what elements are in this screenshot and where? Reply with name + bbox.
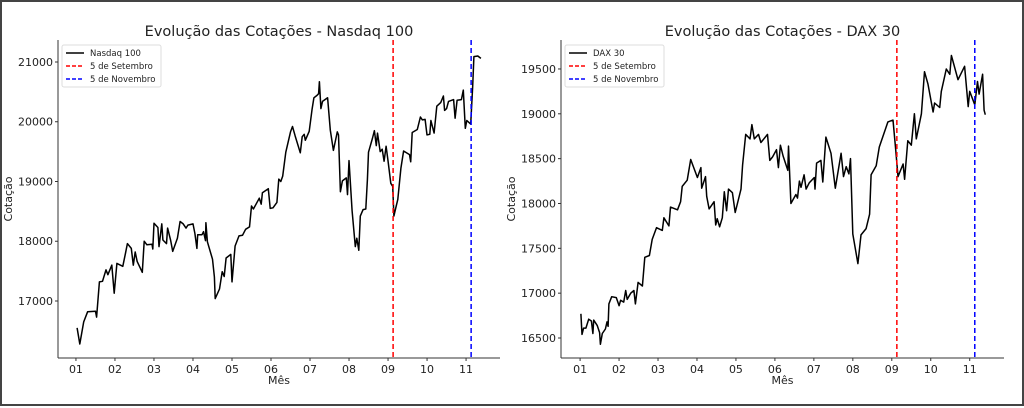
x-tick-label: 04 (186, 363, 200, 376)
legend: DAX 30 5 de Setembro 5 de Novembro (564, 44, 665, 88)
legend: Nasdaq 100 5 de Setembro 5 de Novembro (61, 44, 162, 88)
series-line-dax-30 (580, 54, 987, 346)
x-axis-label: Mês (268, 374, 290, 387)
y-tick-label: 19500 (521, 63, 556, 76)
chart-title: Evolução das Cotações - Nasdaq 100 (145, 24, 414, 40)
y-tick-label: 17000 (18, 295, 53, 308)
chart-title: Evolução das Cotações - DAX 30 (665, 24, 901, 40)
y-tick-label: 17500 (521, 242, 556, 255)
x-tick-label: 07 (807, 363, 821, 376)
x-tick-label: 09 (381, 363, 395, 376)
x-tick-label: 05 (225, 363, 239, 376)
y-axis-label: Cotação (2, 176, 15, 221)
y-tick-label: 17000 (521, 287, 556, 300)
y-axis-label: Cotação (505, 176, 518, 221)
x-tick-label: 10 (924, 363, 938, 376)
legend-label: 5 de Novembro (90, 75, 155, 85)
y-tick-label: 21000 (18, 56, 53, 69)
x-tick-label: 02 (612, 363, 626, 376)
y-tick-label: 18000 (18, 235, 53, 248)
legend-label: 5 de Setembro (593, 62, 656, 72)
x-tick-label: 03 (147, 363, 161, 376)
x-tick-label: 10 (420, 363, 434, 376)
x-tick-label: 04 (690, 363, 704, 376)
x-tick-label: 06 (768, 363, 782, 376)
x-tick-label: 11 (963, 363, 977, 376)
x-tick-label: 08 (342, 363, 356, 376)
legend-label: DAX 30 (593, 49, 625, 59)
x-tick-label: 01 (69, 363, 83, 376)
x-axis-label: Mês (772, 374, 794, 387)
x-tick-label: 02 (108, 363, 122, 376)
x-tick-label: 01 (573, 363, 587, 376)
x-tick-label: 08 (846, 363, 860, 376)
y-tick-label: 20000 (18, 116, 53, 129)
legend-label: 5 de Setembro (90, 62, 153, 72)
x-tick-label: 06 (264, 363, 278, 376)
legend-label: 5 de Novembro (593, 75, 658, 85)
legend-box (564, 44, 665, 88)
x-tick-label: 07 (303, 363, 317, 376)
x-tick-label: 03 (651, 363, 665, 376)
legend-label: Nasdaq 100 (90, 49, 141, 59)
y-tick-label: 19000 (521, 108, 556, 121)
chart-0: Evolução das Cotações - Nasdaq 100 01 02 03… (2, 24, 500, 387)
y-tick-label: 16500 (521, 332, 556, 345)
x-tick-label: 11 (459, 363, 473, 376)
x-tick-label: 05 (729, 363, 743, 376)
y-tick-label: 18500 (521, 153, 556, 166)
chart-1: Evolução das Cotações - DAX 30 01 02 03 04 05… (505, 24, 1004, 387)
legend-box (61, 44, 162, 88)
series-line-nasdaq-100 (76, 55, 482, 345)
x-tick-label: 09 (885, 363, 899, 376)
y-tick-label: 19000 (18, 175, 53, 188)
y-tick-label: 18000 (521, 197, 556, 210)
